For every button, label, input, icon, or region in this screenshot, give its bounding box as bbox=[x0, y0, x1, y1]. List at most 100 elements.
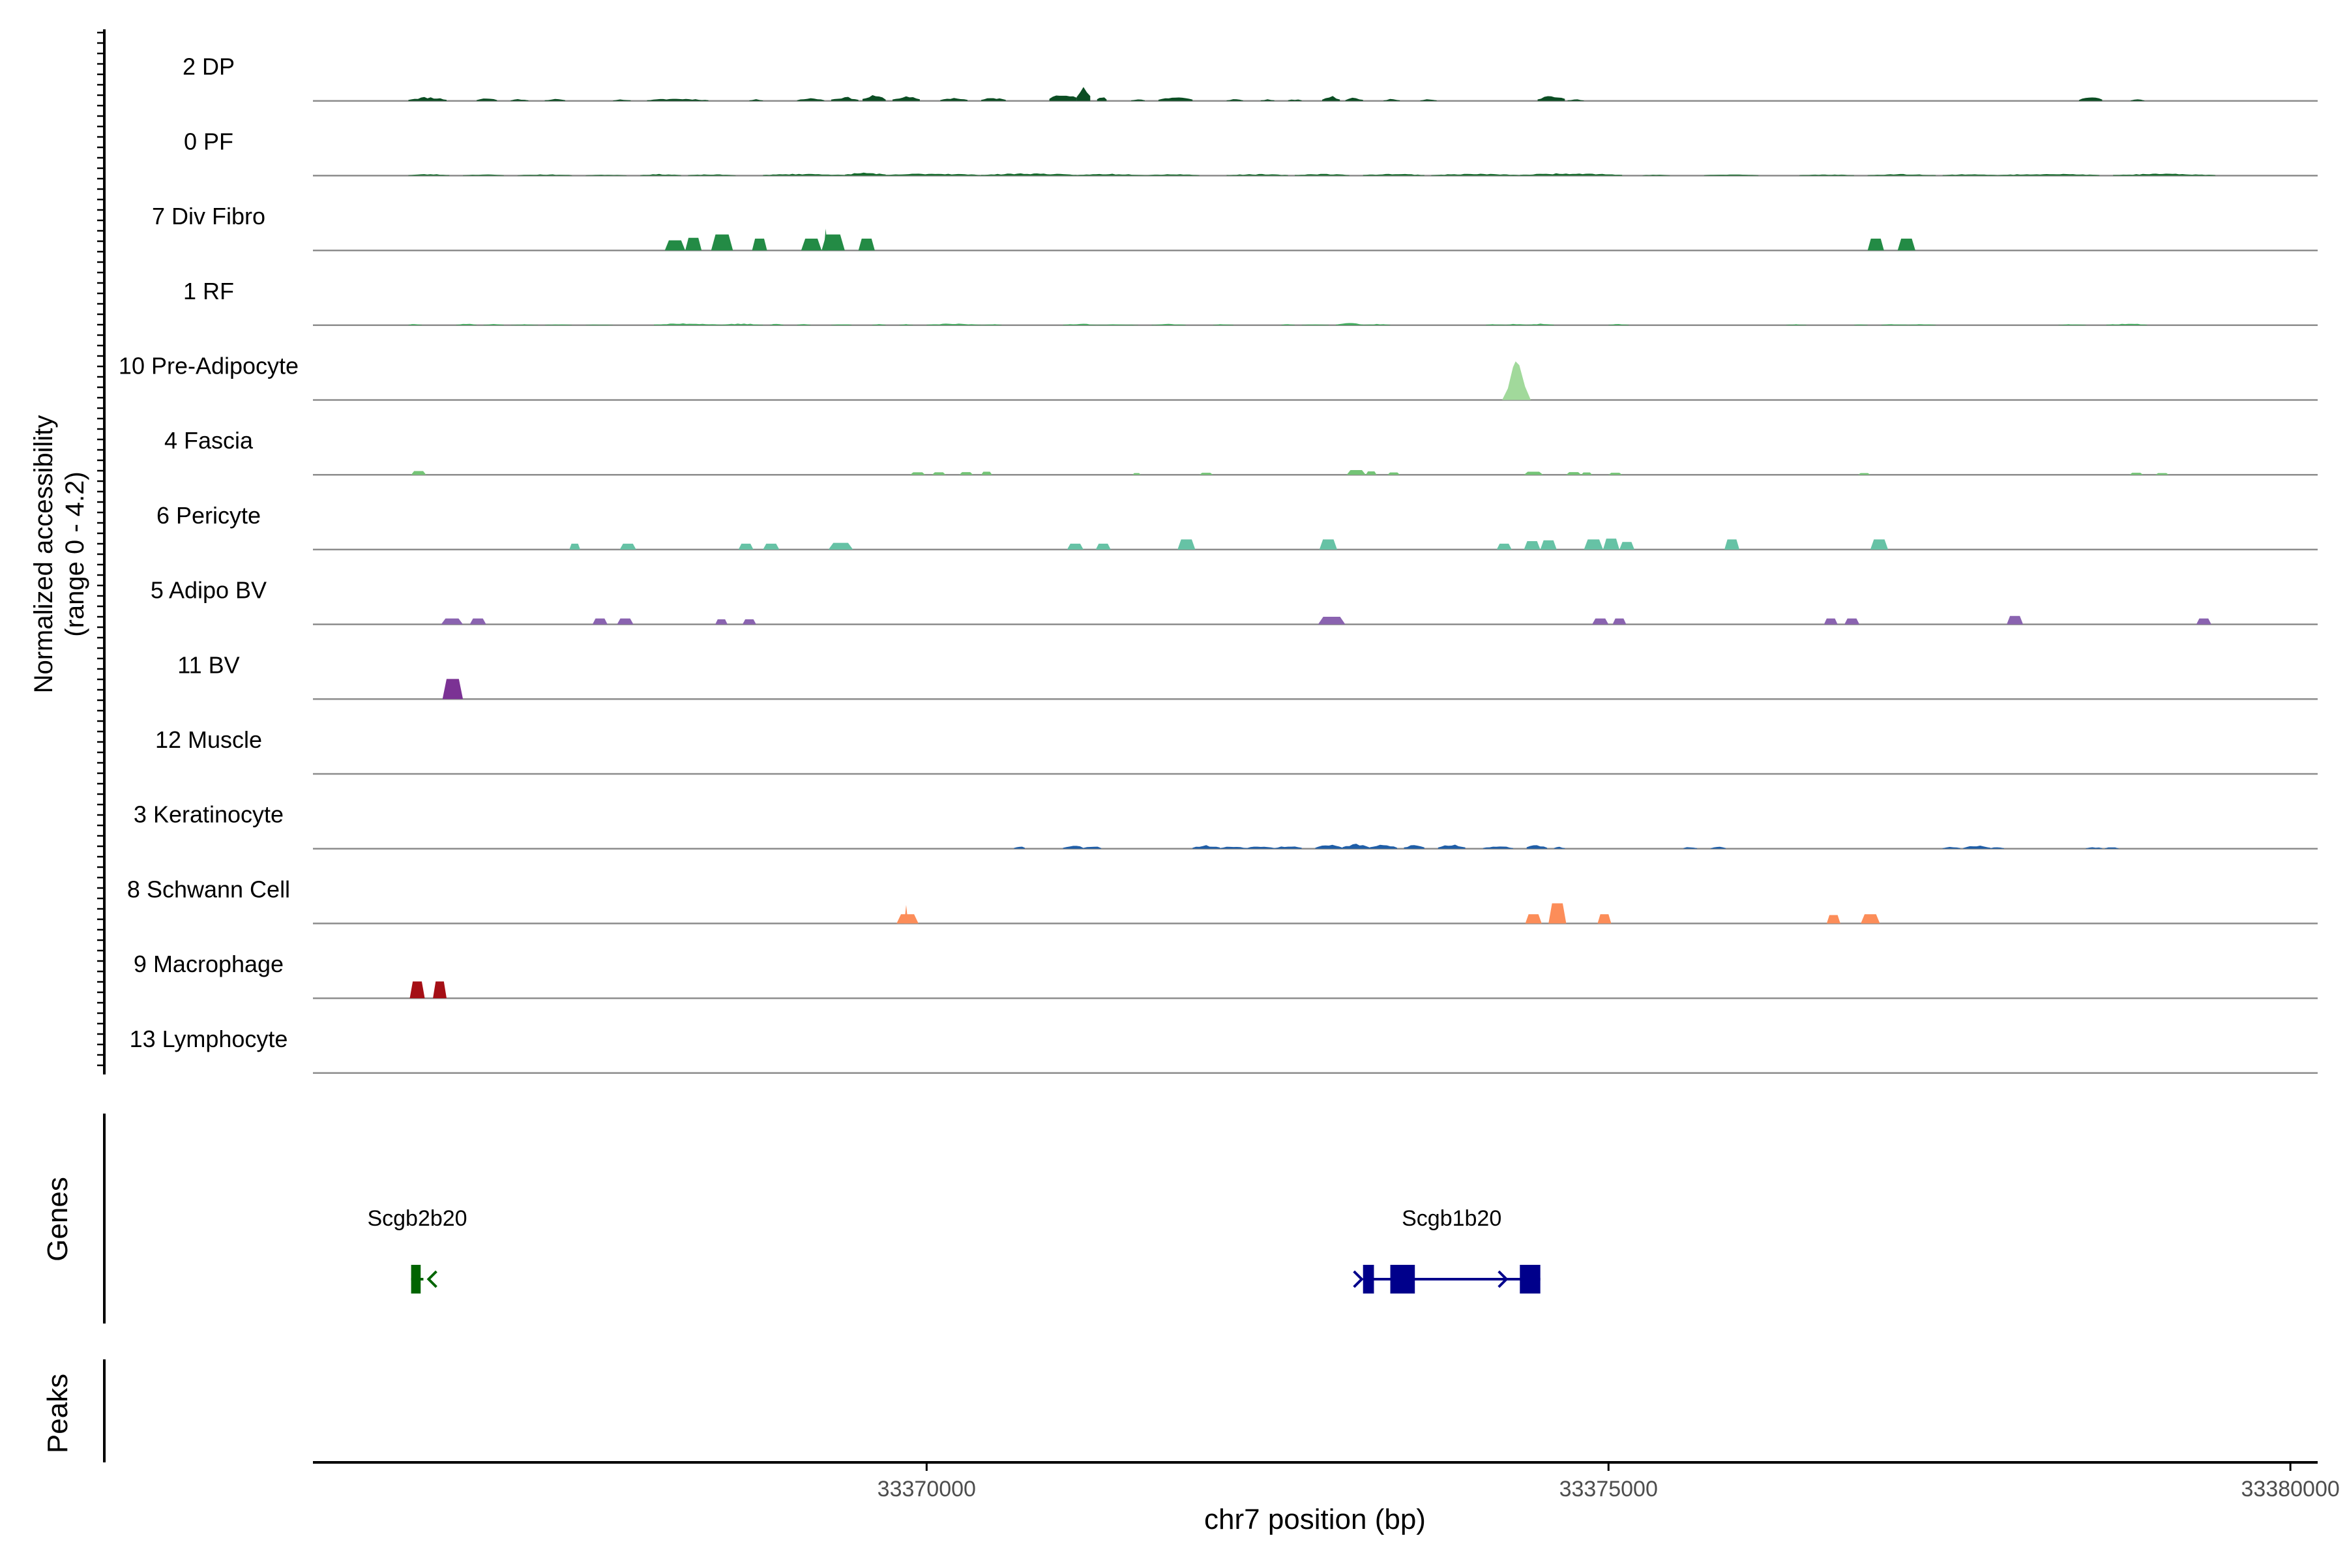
coverage-peak bbox=[544, 98, 565, 101]
coverage-peak bbox=[1322, 96, 1340, 101]
accessibility-peak bbox=[959, 472, 973, 475]
coverage-peak bbox=[1288, 99, 1302, 101]
coverage-peak bbox=[1786, 324, 1807, 325]
track-3-keratinocyte: 3 Keratinocyte bbox=[134, 801, 2318, 850]
coverage-peak bbox=[1363, 323, 1391, 325]
y-axis-label-line2: (range 0 - 4.2) bbox=[61, 471, 89, 636]
coverage-peak bbox=[1345, 97, 1363, 101]
accessibility-peak bbox=[619, 543, 636, 550]
accessibility-peak bbox=[1177, 539, 1196, 550]
accessibility-peak bbox=[1612, 618, 1627, 625]
x-tick-label: 33375000 bbox=[1559, 1477, 1658, 1501]
accessibility-peak bbox=[1584, 539, 1603, 550]
accessibility-peak bbox=[752, 239, 767, 251]
accessibility-peak bbox=[1897, 239, 1915, 251]
coverage-peak bbox=[510, 99, 529, 101]
coverage-peak bbox=[408, 96, 447, 101]
accessibility-peak bbox=[685, 237, 702, 251]
track-2-dp: 2 DP bbox=[183, 53, 2318, 102]
accessibility-peak bbox=[469, 618, 486, 625]
accessibility-peak bbox=[1602, 539, 1619, 550]
track-6-pericyte: 6 Pericyte bbox=[156, 502, 2318, 551]
x-axis: 33370000 33375000 33380000 bbox=[313, 1461, 2340, 1501]
coverage-peak bbox=[1908, 324, 1936, 325]
accessibility-peak bbox=[411, 471, 426, 475]
coverage-peak bbox=[1281, 324, 1295, 325]
track-label: 12 Muscle bbox=[155, 726, 262, 753]
track-label: 2 DP bbox=[183, 53, 235, 80]
accessibility-peak bbox=[1525, 914, 1542, 924]
coverage-peak bbox=[981, 324, 1002, 325]
accessibility-peak bbox=[1581, 472, 1593, 475]
coverage-peak bbox=[408, 324, 422, 325]
track-10-pre-adipocyte: 10 Pre-Adipocyte bbox=[119, 353, 2318, 401]
coverage-peak bbox=[408, 174, 450, 176]
track-label: 4 Fascia bbox=[164, 427, 254, 454]
accessibility-peak bbox=[592, 618, 608, 625]
coverage-peak bbox=[510, 324, 539, 325]
coverage-peak bbox=[1438, 844, 1466, 849]
coverage-peak bbox=[1247, 846, 1275, 849]
strand-arrow bbox=[426, 1270, 437, 1288]
accessibility-peak bbox=[858, 239, 875, 251]
coverage-peak bbox=[1370, 844, 1397, 849]
coverage-peak bbox=[844, 172, 886, 176]
coverage-peak bbox=[1799, 174, 1854, 176]
track-7-div-fibro: 7 Div Fibro bbox=[152, 203, 2318, 252]
coverage-peak bbox=[1097, 97, 1107, 101]
coverage-peak bbox=[1315, 844, 1343, 849]
coverage-tracks: 2 DP 0 PF 7 Div Fibro 1 RF 10 Pre-Adipocyte 4… bbox=[119, 53, 2318, 1074]
coverage-peak bbox=[1881, 324, 1909, 325]
coverage-peak bbox=[1220, 846, 1247, 849]
coverage-peak bbox=[463, 174, 504, 176]
gene-exon bbox=[1390, 1265, 1415, 1294]
coverage-peak bbox=[1014, 846, 1025, 849]
track-label: 3 Keratinocyte bbox=[134, 801, 284, 828]
track-label: 5 Adipo BV bbox=[151, 577, 267, 604]
coverage-peak bbox=[1192, 845, 1220, 849]
coverage-peak bbox=[1145, 174, 1200, 176]
coverage-peak bbox=[1063, 323, 1097, 325]
gene-exon bbox=[1363, 1265, 1374, 1294]
gene-exon bbox=[411, 1265, 421, 1294]
coverage-peak bbox=[1420, 99, 1437, 101]
coverage-peak bbox=[1295, 173, 1350, 176]
coverage-peak bbox=[1151, 323, 1186, 325]
coverage-peak bbox=[2106, 323, 2148, 325]
coverage-peak bbox=[885, 173, 981, 176]
gene-name: Scgb2b20 bbox=[367, 1206, 467, 1231]
coverage-peak bbox=[872, 324, 886, 325]
coverage-peak bbox=[1335, 323, 1363, 325]
accessibility-peak bbox=[569, 543, 580, 550]
gene-exon bbox=[1520, 1265, 1541, 1294]
accessibility-peak bbox=[1724, 539, 1740, 550]
accessibility-peak bbox=[1844, 618, 1860, 625]
accessibility-peak bbox=[1524, 541, 1541, 550]
strand-arrow bbox=[1353, 1270, 1364, 1288]
coverage-peak bbox=[1383, 98, 1400, 101]
accessibility-peak bbox=[1524, 471, 1543, 475]
coverage-peak bbox=[1942, 174, 1998, 176]
track-label: 1 RF bbox=[183, 278, 234, 304]
accessibility-peak bbox=[2007, 615, 2024, 625]
coverage-peak bbox=[517, 174, 572, 176]
accessibility-peak bbox=[2155, 473, 2169, 475]
coverage-peak bbox=[831, 96, 859, 101]
accessibility-peak bbox=[763, 543, 780, 550]
coverage-peak bbox=[688, 174, 736, 176]
y-axis-label-line1: Normalized accessibility bbox=[29, 415, 58, 694]
coverage-peak bbox=[1076, 173, 1145, 176]
coverage-peak bbox=[763, 173, 845, 176]
accessibility-peak bbox=[409, 981, 425, 999]
accessibility-peak bbox=[2129, 473, 2144, 475]
coverage-peak bbox=[1608, 324, 1629, 325]
coverage-peak bbox=[1506, 323, 1527, 325]
accessibility-axis bbox=[97, 29, 106, 1074]
coverage-peak bbox=[1213, 324, 1233, 325]
track-label: 13 Lymphocyte bbox=[130, 1026, 288, 1052]
coverage-peak bbox=[1158, 97, 1193, 101]
accessibility-spike bbox=[904, 905, 908, 924]
accessibility-peak bbox=[1095, 543, 1111, 550]
coverage-peak bbox=[2131, 99, 2145, 101]
